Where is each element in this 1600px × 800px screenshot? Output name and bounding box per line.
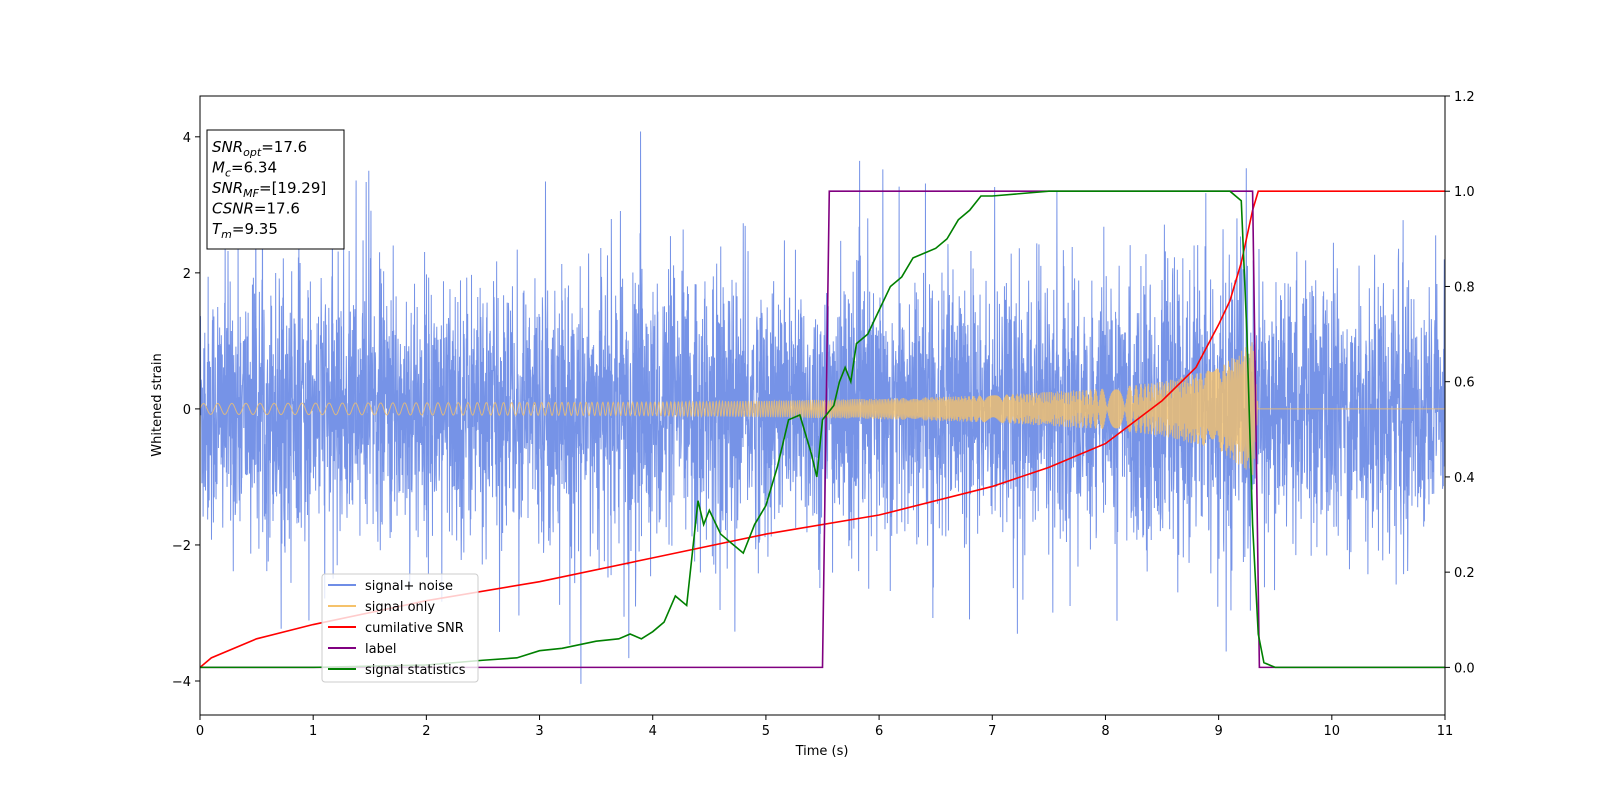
info-box-line: CSNR=17.6 [212,200,300,218]
axes: 0 1 2 3 4 5 6 7 8 9 10 11 −4 −2 0 2 4 0.0 0.2 0.4 0.6 0.8 1.0 1… [172,90,1475,739]
info-box-line: Mc=6.34 [212,159,277,180]
y-tick-label: 0 [183,403,191,418]
x-tick-label: 10 [1324,724,1341,739]
plot-frame [199,95,1446,716]
legend: signal+ noise signal only cumilative SNR la… [321,573,479,683]
y2-tick-label: 0.2 [1454,566,1475,581]
info-box: SNRopt=17.6Mc=6.34SNRMF=[19.29]CSNR=17.6… [206,129,345,250]
legend-label: label [365,642,396,657]
y-tick-label: 2 [183,267,191,282]
x-tick-label: 9 [1214,724,1222,739]
x-tick-label: 7 [988,724,996,739]
x-tick-label: 4 [649,724,657,739]
signal-noise-series [200,131,1445,684]
x-tick-label: 2 [422,724,430,739]
y-tick-label: −4 [172,675,191,690]
x-tick-label: 5 [762,724,770,739]
y2-tick-label: 1.2 [1454,90,1475,105]
info-box-line: SNRMF=[19.29] [212,179,326,200]
legend-label: cumilative SNR [365,621,464,636]
x-tick-label: 3 [535,724,543,739]
y2-tick-label: 0.8 [1454,280,1475,295]
info-box-line: Tm=9.35 [212,220,278,241]
signal-noise-line [200,131,1445,684]
info-box-frame [206,129,345,250]
info-box-line: SNRopt=17.6 [212,138,307,159]
x-tick-label: 8 [1101,724,1109,739]
y2-tick-label: 1.0 [1454,185,1475,200]
x-tick-label: 11 [1437,724,1454,739]
legend-label: signal+ noise [365,579,453,594]
signal-statistics-line [200,190,1445,669]
signal-only-line [200,342,1445,476]
y2-tick-label: 0.6 [1454,376,1475,391]
legend-frame [321,573,479,683]
x-tick-label: 6 [875,724,883,739]
y-axis-label: Whitened strain [150,353,165,456]
x-axis-label: Time (s) [795,744,849,759]
x-tick-label: 0 [196,724,204,739]
signal-only-series [200,342,1445,476]
legend-label: signal only [365,600,435,615]
y-tick-label: −2 [172,539,191,554]
legend-label: signal statistics [365,663,466,678]
y-tick-label: 4 [183,131,191,146]
y2-tick-label: 0.4 [1454,471,1475,486]
y2-tick-label: 0.0 [1454,661,1475,676]
x-tick-label: 1 [309,724,317,739]
